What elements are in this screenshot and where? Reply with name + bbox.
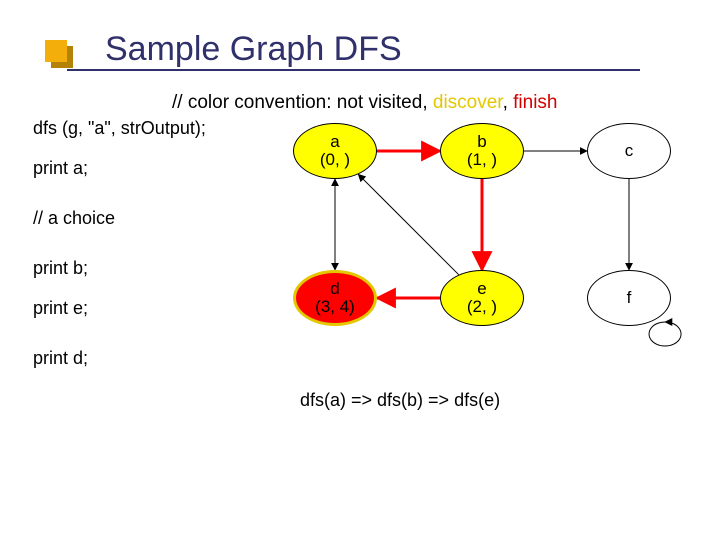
node-f: f	[587, 270, 671, 326]
code-line-5: print d;	[33, 348, 88, 369]
graph-edges	[0, 0, 720, 540]
node-f-label: f	[627, 289, 632, 307]
code-line-4: print e;	[33, 298, 88, 319]
node-d-time: (3, 4)	[315, 298, 355, 316]
node-c: c	[587, 123, 671, 179]
code-line-2: // a choice	[33, 208, 115, 229]
node-e-label: e	[477, 280, 486, 298]
code-line-1: print a;	[33, 158, 88, 179]
node-d-label: d	[330, 280, 339, 298]
node-e-time: (2, )	[467, 298, 497, 316]
slide-title: Sample Graph DFS	[105, 30, 402, 69]
node-e: e (2, )	[440, 270, 524, 326]
code-line-3: print b;	[33, 258, 88, 279]
title-bullet	[45, 40, 67, 62]
node-d: d (3, 4)	[293, 270, 377, 326]
node-b-time: (1, )	[467, 151, 497, 169]
node-a-label: a	[330, 133, 339, 151]
node-a-time: (0, )	[320, 151, 350, 169]
node-a: a (0, )	[293, 123, 377, 179]
node-b-label: b	[477, 133, 486, 151]
dfs-chain: dfs(a) => dfs(b) => dfs(e)	[300, 390, 500, 411]
node-b: b (1, )	[440, 123, 524, 179]
node-c-label: c	[625, 142, 634, 160]
title-underline	[67, 69, 640, 71]
color-convention: // color convention: not visited, discov…	[172, 92, 558, 114]
code-line-0: dfs (g, "a", strOutput);	[33, 118, 206, 139]
